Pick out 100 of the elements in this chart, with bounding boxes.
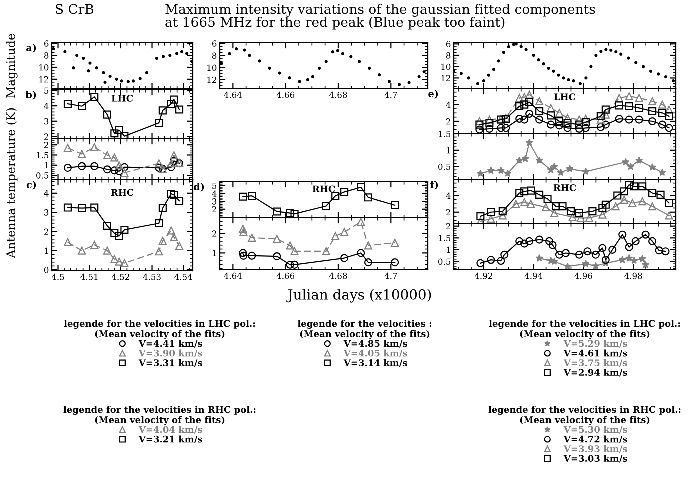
- point: [568, 213, 577, 222]
- point: [648, 163, 656, 171]
- point: [492, 68, 496, 72]
- point: [627, 56, 630, 60]
- point: [290, 260, 299, 269]
- point: [162, 55, 166, 58]
- y-tick-label: 6: [212, 40, 217, 47]
- point: [524, 48, 528, 52]
- point: [487, 208, 496, 216]
- point: [64, 100, 72, 108]
- point: [572, 79, 576, 83]
- point: [418, 75, 421, 78]
- point: [115, 162, 124, 170]
- point: [311, 75, 314, 78]
- point: [552, 70, 556, 73]
- point: [635, 156, 644, 164]
- point: [582, 118, 590, 126]
- point: [604, 48, 608, 52]
- y-tick-label: 1: [446, 246, 450, 254]
- point: [507, 45, 510, 49]
- point: [575, 250, 584, 259]
- point: [555, 109, 564, 118]
- point: [656, 190, 665, 199]
- point: [600, 50, 603, 54]
- point: [608, 246, 617, 254]
- point: [665, 112, 674, 121]
- point: [476, 212, 485, 221]
- point: [364, 258, 373, 267]
- point: [622, 158, 630, 166]
- y-tick-label: 6: [44, 40, 49, 47]
- x-tick-label: 4.54: [174, 274, 192, 280]
- point: [258, 60, 262, 63]
- point: [522, 154, 530, 162]
- point: [487, 166, 496, 174]
- y-tick-label: 5: [212, 183, 217, 190]
- point: [498, 212, 507, 220]
- point: [626, 254, 634, 262]
- point: [228, 52, 232, 56]
- point: [542, 62, 546, 66]
- x-tick-label: 4.52: [112, 274, 130, 280]
- point: [248, 234, 256, 242]
- point: [642, 230, 650, 239]
- point: [487, 74, 490, 77]
- point: [103, 110, 112, 119]
- point: [64, 164, 72, 172]
- point: [290, 247, 299, 256]
- point: [115, 78, 118, 81]
- point: [564, 119, 572, 128]
- point: [331, 50, 335, 54]
- point: [590, 65, 593, 68]
- point: [340, 228, 349, 236]
- point: [648, 189, 657, 198]
- point: [626, 162, 635, 170]
- point: [155, 219, 164, 228]
- point: [87, 70, 90, 73]
- text: S CrB: [56, 4, 94, 14]
- point: [602, 200, 610, 209]
- point: [520, 240, 529, 248]
- point: [138, 77, 142, 80]
- point: [575, 209, 584, 218]
- point: [610, 48, 613, 52]
- point: [340, 188, 349, 196]
- point: [170, 233, 178, 242]
- annotation: RHC: [111, 189, 134, 196]
- point: [460, 72, 464, 76]
- point: [248, 252, 256, 260]
- point: [516, 156, 524, 164]
- legend-label: V=4.05 km/s: [344, 350, 408, 358]
- point: [248, 192, 256, 200]
- annotation: LHC: [554, 94, 576, 100]
- point: [520, 45, 523, 49]
- point: [548, 241, 557, 250]
- point: [516, 102, 524, 111]
- point: [628, 199, 637, 208]
- point: [273, 208, 282, 216]
- point: [103, 222, 112, 230]
- legend-title: legende for the velocities in RHC pol.: (Mean velocity of the fits): [64, 406, 256, 426]
- y-tick-label: 2: [44, 142, 48, 148]
- x-tick-label: 4.7: [384, 272, 398, 280]
- point: [322, 202, 330, 210]
- point: [555, 250, 564, 259]
- point: [575, 116, 584, 124]
- point: [290, 210, 299, 218]
- point: [564, 114, 572, 122]
- point: [588, 208, 597, 216]
- point: [557, 74, 560, 77]
- point: [476, 170, 485, 178]
- point: [638, 255, 646, 263]
- legend-label: V=4.61 km/s: [564, 350, 628, 358]
- point: [582, 114, 590, 124]
- point: [665, 106, 674, 114]
- point: [391, 258, 400, 267]
- point: [558, 202, 567, 211]
- point: [516, 114, 524, 124]
- legend-label: V=2.94 km/s: [564, 369, 628, 377]
- point: [532, 54, 536, 58]
- point: [598, 210, 607, 219]
- point: [648, 107, 657, 116]
- point: [546, 237, 554, 246]
- point: [120, 259, 129, 268]
